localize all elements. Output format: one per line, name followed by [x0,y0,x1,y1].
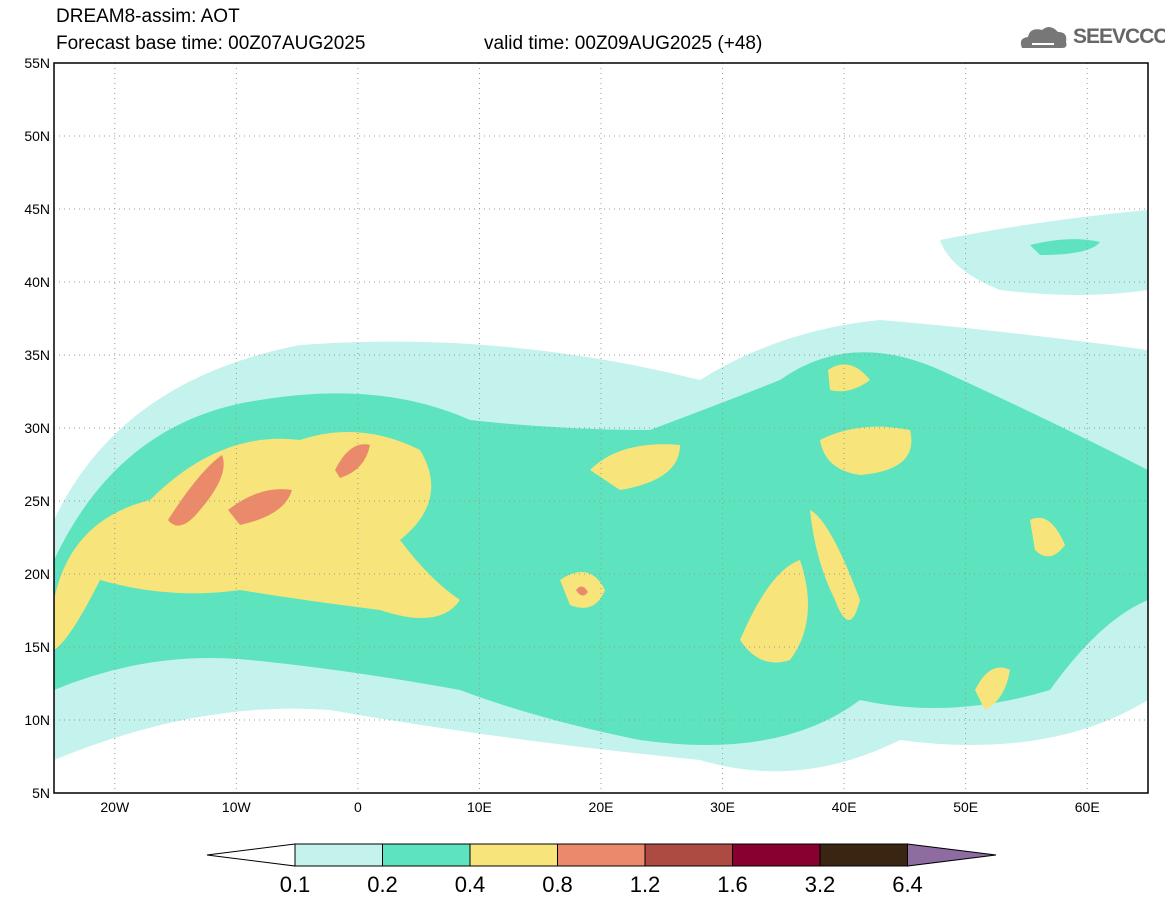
colorbar-label: 1.6 [717,872,748,897]
lon-label: 10W [222,799,252,815]
forecast-base-time: Forecast base time: 00Z07AUG2025 [56,33,366,54]
colorbar-label: 0.8 [542,872,573,897]
colorbar-swatch [557,843,646,867]
aot-band-0.8-b [228,489,292,525]
aot-band-0.4-i [828,364,870,392]
aot-band-0.2-north [1030,239,1100,255]
lat-label: 30N [24,420,50,436]
lat-label: 15N [24,639,50,655]
cloud-icon [1020,26,1067,48]
lat-label: 40N [24,274,50,290]
lon-label: 50E [953,799,978,815]
colorbar-under-arrow [206,843,296,867]
colorbar-over-arrow [907,843,997,867]
lat-label: 10N [24,712,50,728]
colorbar-swatch [294,843,383,867]
colorbar-label: 0.4 [454,872,486,897]
colorbar-swatch [382,843,471,867]
lat-label: 45N [24,201,50,217]
aot-band-0.4 [54,432,460,650]
lon-label: 40E [832,799,857,815]
aot-band-0.8-a [168,455,224,526]
aot-band-0.4-h [1030,517,1065,557]
logo-text: SEEVCCC [1073,25,1165,48]
map-frame [53,62,1149,794]
colorbar-swatch [469,843,558,867]
lon-label: 0 [354,799,362,815]
colorbar-label: 1.2 [629,872,661,897]
aot-band-0.4-d [740,560,808,663]
aot-fields [54,210,1148,772]
lat-label: 5N [32,785,50,801]
seevccc-logo: SEEVCCC [1018,22,1165,52]
aot-band-0.8-d [576,586,588,596]
lat-label: 25N [24,493,50,509]
lon-label: 60E [1075,799,1100,815]
colorbar-label: 0.2 [367,872,398,897]
lat-label: 50N [24,128,50,144]
aot-band-0.4-f [810,510,860,620]
aot-band-0.4-g [975,667,1010,710]
aot-band-0.4-e [820,426,912,475]
aot-band-0.4-b [590,444,680,490]
lat-label: 55N [24,55,50,71]
colorbar [206,843,997,867]
colorbar-swatch [732,843,821,867]
colorbar-label: 6.4 [892,872,923,897]
colorbar-swatch [644,843,733,867]
lon-label: 20W [100,799,130,815]
colorbar-label: 3.2 [804,872,836,897]
lon-label: 10E [467,799,492,815]
aot-band-0.8-c [335,444,370,478]
lat-label: 20N [24,566,50,582]
lon-label: 30E [710,799,735,815]
graticule [54,63,1148,793]
lon-label: 20E [589,799,614,815]
colorbar-swatch [819,843,908,867]
colorbar-label: 0.1 [279,872,311,897]
lat-label: 35N [24,347,50,363]
valid-time: valid time: 00Z09AUG2025 (+48) [484,33,763,54]
map-title: DREAM8-assim: AOT [56,6,240,27]
